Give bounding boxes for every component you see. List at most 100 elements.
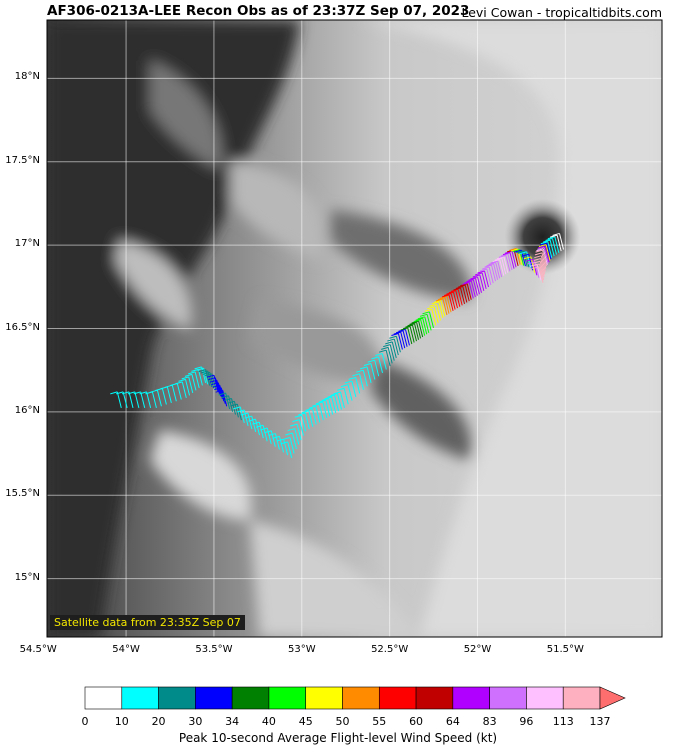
wind-barb: [260, 427, 272, 445]
wind-barb: [486, 263, 499, 280]
wind-barb: [502, 252, 515, 269]
wind-barb: [427, 306, 439, 323]
wind-barb: [477, 270, 490, 288]
wind-barb: [424, 308, 437, 326]
colorbar-tick-label: 34: [225, 715, 240, 728]
wind-barb: [492, 259, 505, 276]
wind-barb: [227, 400, 239, 418]
wind-barb: [429, 303, 441, 321]
lat-tick-label: 15°N: [14, 571, 40, 583]
wind-barb: [221, 395, 234, 412]
wind-barb: [411, 320, 424, 338]
wind-barb: [315, 401, 328, 418]
wind-barb: [484, 264, 497, 282]
wind-barb: [552, 232, 564, 250]
wind-barb: [383, 344, 395, 361]
wind-barb: [446, 291, 458, 309]
wind-barb: [533, 257, 546, 275]
colorbar-cell: [526, 686, 564, 710]
wind-barb: [400, 327, 413, 345]
lon-tick-label: 53°W: [287, 644, 316, 655]
flight-track: [110, 232, 564, 459]
lat-tick-label: 16°N: [14, 404, 40, 416]
wind-barb: [378, 349, 391, 367]
wind-barb: [393, 331, 406, 349]
colorbar-cell: [378, 686, 417, 710]
wind-barb: [387, 338, 399, 356]
wind-barb: [318, 399, 331, 417]
colorbar-tick-label: 113: [552, 715, 574, 728]
lon-tick-label: 54°W: [112, 644, 140, 655]
lat-tick-label: 18°N: [14, 71, 40, 83]
wind-barb: [327, 394, 340, 412]
map-grid: [47, 20, 662, 637]
wind-barb: [415, 317, 428, 335]
wind-barb: [517, 250, 530, 268]
wind-barb: [337, 387, 349, 405]
wind-barb: [127, 391, 140, 408]
wind-barb: [344, 380, 357, 398]
wind-barb: [444, 293, 456, 310]
wind-barb: [272, 435, 285, 453]
wind-barb: [537, 246, 549, 264]
wind-barb: [482, 266, 494, 284]
wind-barb: [494, 257, 507, 275]
wind-barb: [395, 330, 408, 347]
wind-barb: [460, 283, 472, 300]
colorbar-tick-label: 20: [151, 715, 166, 728]
lon-tick-label: 51.5°W: [546, 644, 584, 655]
wind-barb: [121, 391, 134, 408]
wind-barb: [294, 414, 307, 432]
colorbar-label: Peak 10-second Average Flight-level Wind…: [178, 731, 498, 745]
wind-barb: [534, 252, 547, 270]
wind-barb: [133, 391, 146, 408]
colorbar-cell: [195, 686, 233, 710]
wind-barb: [196, 367, 209, 385]
wind-barb: [385, 341, 397, 358]
colorbar-tick-label: 96: [519, 715, 534, 728]
wind-barb: [363, 363, 376, 380]
wind-barb: [435, 298, 448, 316]
wind-barb: [538, 245, 550, 263]
wind-barb: [381, 346, 393, 364]
wind-barb: [340, 384, 353, 401]
wind-barb: [498, 254, 511, 272]
wind-barb: [298, 412, 310, 430]
wind-barb: [268, 433, 280, 450]
wind-barb: [359, 366, 372, 383]
lon-tick-label: 53.5°W: [195, 644, 233, 655]
colorbar-tick-label: 10: [114, 715, 129, 728]
wind-barb: [308, 405, 321, 423]
wind-barb: [230, 403, 242, 421]
wind-barb: [255, 424, 268, 442]
map-frame: [46, 19, 663, 638]
wind-barb: [409, 321, 422, 339]
wind-barb: [389, 335, 401, 353]
wind-barb: [321, 398, 334, 415]
wind-barb: [198, 369, 211, 386]
colorbar-tick-label: 60: [409, 715, 424, 728]
wind-barb: [312, 403, 324, 421]
wind-barb: [375, 353, 387, 370]
wind-barb: [488, 261, 501, 279]
colorbar-cell: [415, 686, 454, 710]
wind-barb: [504, 250, 517, 268]
credit-text: Levi Cowan - tropicaltidbits.com: [461, 5, 662, 20]
wind-barb: [453, 287, 465, 305]
wind-barb: [348, 376, 361, 394]
colorbar-extend-arrow: [599, 686, 626, 710]
wind-barb: [550, 234, 562, 252]
colorbar-cell: [158, 686, 196, 710]
colorbar-tick-label: 50: [335, 715, 350, 728]
wind-barb: [264, 430, 276, 447]
wind-barb: [439, 295, 452, 313]
wind-barb: [542, 239, 555, 257]
colorbar-tick-label: 40: [261, 715, 276, 728]
wind-barb: [333, 391, 345, 408]
wind-barb: [324, 396, 337, 413]
wind-barb: [371, 356, 383, 373]
wind-barb: [367, 359, 380, 377]
wind-barb: [475, 272, 487, 290]
